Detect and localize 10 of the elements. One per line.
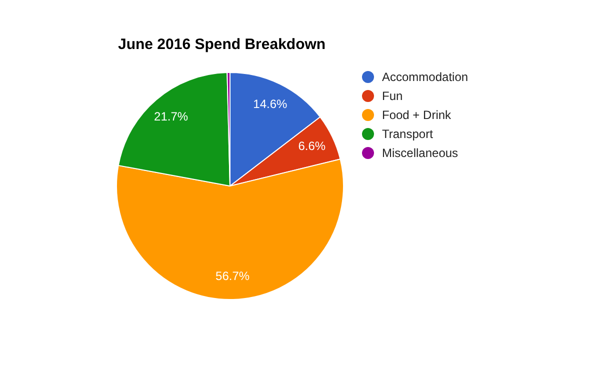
legend-label: Transport [382, 126, 433, 140]
legend-label: Fun [382, 88, 403, 102]
data-label: 56.7% [216, 269, 250, 284]
data-label: 6.6% [298, 139, 326, 154]
legend-label: Food + Drink [382, 108, 452, 122]
chart-title: June 2016 Spend Breakdown [118, 36, 326, 53]
legend-label: Accommodation [382, 70, 468, 84]
legend-label: Miscellaneous [382, 146, 458, 160]
data-label: 21.7% [154, 109, 188, 124]
data-label: 14.6% [253, 96, 288, 111]
